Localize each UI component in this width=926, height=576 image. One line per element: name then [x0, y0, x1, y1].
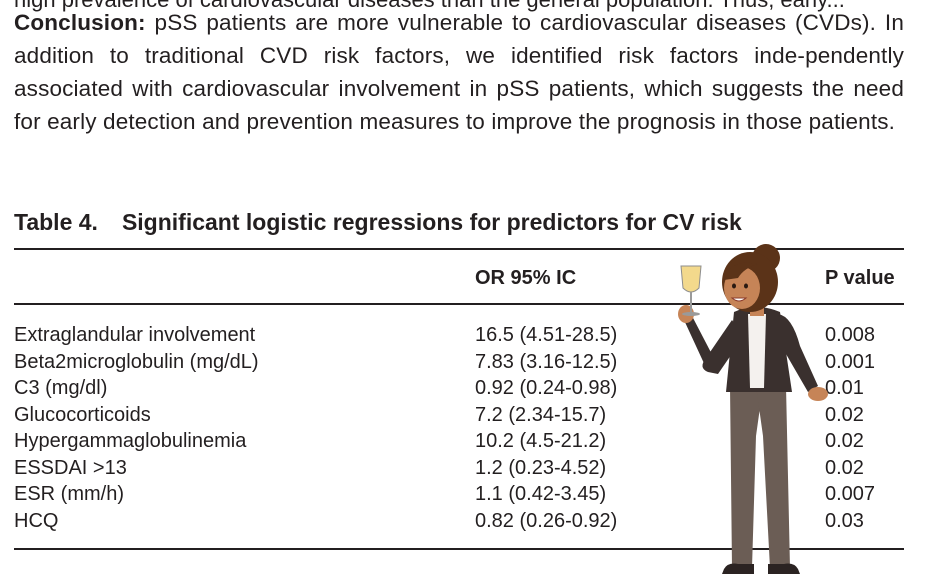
or-cell: 7.83 (3.16-12.5): [475, 350, 618, 373]
table-number: Table 4.: [14, 209, 98, 235]
or-cell: 16.5 (4.51-28.5): [475, 324, 618, 346]
conclusion-label: Conclusion:: [14, 10, 146, 35]
p-cell: 0.01: [825, 377, 864, 399]
predictor-cell: Extraglandular involvement: [14, 324, 256, 346]
p-cell: 0.02: [825, 430, 864, 452]
table-row: HCQ 0.82 (0.26-0.92) 0.03: [14, 508, 904, 534]
or-cell: 1.1 (0.42-3.45): [475, 483, 607, 505]
champagne-glass-bowl: [680, 265, 702, 293]
raised-forearm: [684, 316, 718, 372]
table-row: Beta2microglobulin (mg/dL) 7.83 (3.16-12…: [14, 349, 904, 375]
table-row: Hypergammaglobulinemia 10.2 (4.5-21.2) 0…: [14, 428, 904, 454]
eye-left: [732, 283, 736, 289]
predictor-cell: ESR (mm/h): [14, 483, 124, 505]
or-cell: 10.2 (4.5-21.2): [475, 430, 607, 452]
p-cell: 0.008: [825, 324, 876, 346]
table-row: Glucocorticoids 7.2 (2.34-15.7) 0.02: [14, 402, 904, 428]
eye-right: [744, 283, 748, 289]
table-row: ESR (mm/h) 1.1 (0.42-3.45) 0.007: [14, 481, 904, 507]
header-or: OR 95% IC: [475, 267, 577, 289]
or-cell: 7.2 (2.34-15.7): [475, 403, 607, 426]
predictor-cell: HCQ: [14, 509, 59, 532]
hanging-arm: [778, 314, 818, 392]
p-cell: 0.02: [825, 456, 864, 479]
p-cell: 0.03: [825, 509, 864, 532]
table-caption: Table 4. Significant logistic regressions…: [14, 209, 742, 236]
table-top-rule: [14, 248, 904, 250]
table-row: C3 (mg/dl) 0.92 (0.24-0.98) 0.01: [14, 375, 904, 401]
trousers-left-leg: [730, 386, 763, 568]
predictor-cell: Glucocorticoids: [14, 403, 151, 426]
or-cell: 0.92 (0.24-0.98): [475, 377, 618, 399]
p-cell: 0.001: [825, 350, 876, 373]
conclusion-paragraph: Conclusion: pSS patients are more vulner…: [14, 6, 904, 138]
shirt: [748, 314, 766, 388]
hanging-hand: [808, 387, 828, 401]
table-title: Significant logistic regressions for pre…: [121, 209, 742, 235]
right-shoe: [768, 563, 800, 574]
trousers-right-leg: [756, 386, 790, 568]
p-cell: 0.007: [825, 483, 876, 505]
or-cell: 0.82 (0.26-0.92): [475, 509, 618, 532]
predictor-cell: Beta2microglobulin (mg/dL): [14, 350, 259, 373]
woman-with-champagne-illustration: [678, 244, 828, 574]
table-header-rule: [14, 303, 904, 305]
champagne-glass-foot: [682, 312, 700, 316]
table-bottom-rule: [14, 548, 904, 550]
hair-fringe: [724, 262, 758, 280]
p-cell: 0.02: [825, 403, 864, 426]
cut-off-text-line: high prevalence of cardiovascular diseas…: [14, 0, 904, 12]
header-p-value: P value: [825, 267, 895, 289]
table-row: Extraglandular involvement 16.5 (4.51-28…: [14, 322, 904, 348]
predictor-cell: Hypergammaglobulinemia: [14, 430, 247, 452]
left-shoe: [722, 563, 754, 574]
table-row: ESSDAI >13 1.2 (0.23-4.52) 0.02: [14, 455, 904, 481]
smile: [730, 297, 748, 302]
predictor-cell: ESSDAI >13: [14, 456, 127, 479]
conclusion-text: pSS patients are more vulnerable to card…: [14, 10, 904, 134]
or-cell: 1.2 (0.23-4.52): [475, 456, 607, 479]
predictor-cell: C3 (mg/dl): [14, 377, 108, 399]
champagne-glass-stem: [690, 292, 692, 312]
